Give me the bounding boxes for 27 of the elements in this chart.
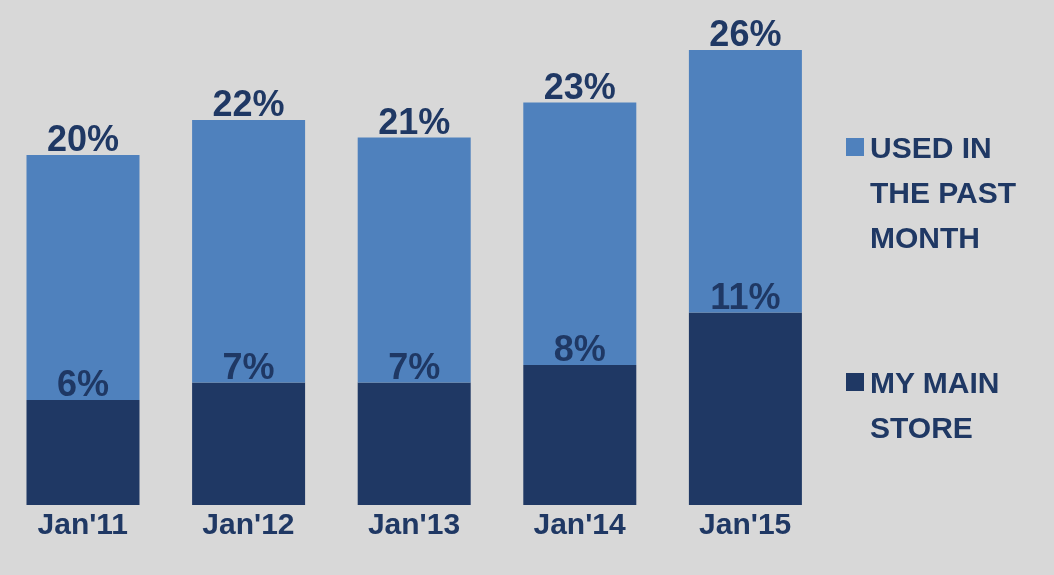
- bar: [26, 155, 140, 400]
- bar: [192, 120, 306, 383]
- total-label: 22%: [212, 83, 285, 124]
- x-tick-label: Jan'14: [533, 507, 627, 541]
- data-label: 7%: [388, 345, 441, 387]
- bar: [523, 102, 637, 365]
- x-tick-label: Jan'11: [37, 507, 129, 541]
- x-tick-label: Jan'12: [202, 507, 295, 541]
- x-tick-label: Jan'13: [367, 507, 461, 541]
- total-label: 20%: [46, 118, 120, 159]
- bar: [192, 382, 306, 505]
- data-label: 8%: [553, 328, 606, 369]
- data-label: 11%: [710, 275, 781, 317]
- bar: [688, 312, 802, 505]
- total-label: 23%: [543, 65, 616, 107]
- bar: [357, 382, 471, 505]
- x-tick-label: Jan'15: [699, 507, 792, 541]
- data-label: 6%: [56, 363, 110, 404]
- total-label: 21%: [378, 100, 451, 142]
- bar: [26, 400, 140, 505]
- data-label: 7%: [222, 345, 275, 387]
- legend-label: USED IN THE PAST MONTH: [870, 130, 1018, 256]
- bar: [357, 137, 471, 383]
- bar: [523, 365, 637, 505]
- total-label: 26%: [709, 13, 782, 54]
- legend-label: MY MAIN STORE: [870, 365, 1001, 446]
- bar: [688, 50, 802, 313]
